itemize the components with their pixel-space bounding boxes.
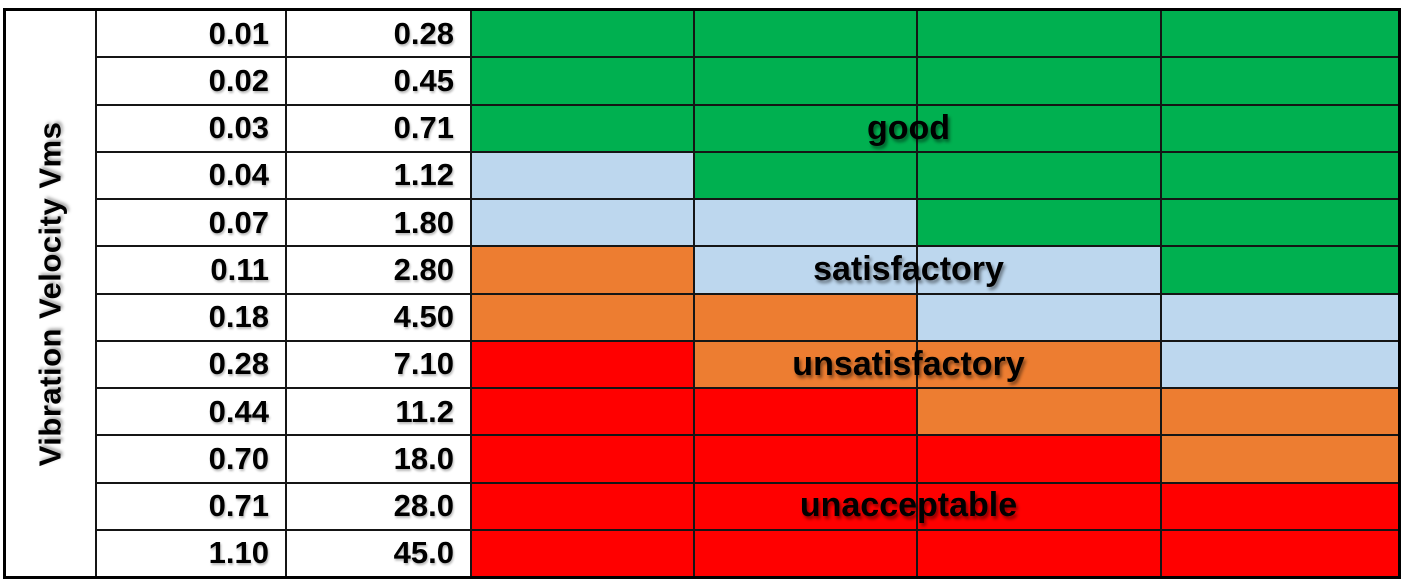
zone-cell: [1162, 105, 1398, 151]
zone-cell: [472, 294, 693, 340]
zone-cell: [695, 11, 916, 57]
zone-cell: [472, 152, 693, 198]
zone-cell: [1162, 247, 1398, 293]
velocity-value-1: 0.01: [97, 11, 285, 57]
velocity-value-1: 0.07: [97, 200, 285, 246]
velocity-value-1: 0.04: [97, 152, 285, 198]
zone-cell: [1162, 58, 1398, 104]
zone-cell: [918, 483, 1160, 529]
zone-cell: [918, 152, 1160, 198]
zone-cell: [1162, 294, 1398, 340]
zone-cell: [918, 11, 1160, 57]
zone-cell: [472, 11, 693, 57]
velocity-value-2: 2.80: [287, 247, 470, 293]
zone-cell: [918, 247, 1160, 293]
velocity-value-2: 0.28: [287, 11, 470, 57]
zone-cell: [918, 436, 1160, 482]
zone-cell: [1162, 152, 1398, 198]
y-axis-label: Vibration Velocity Vms: [32, 121, 68, 466]
zone-cell: [695, 341, 916, 387]
y-axis-label-cell: Vibration Velocity Vms: [6, 11, 95, 576]
zone-cell: [472, 105, 693, 151]
velocity-value-1: 0.28: [97, 341, 285, 387]
velocity-value-1: 0.02: [97, 58, 285, 104]
zone-cell: [695, 152, 916, 198]
velocity-value-2: 4.50: [287, 294, 470, 340]
velocity-value-1: 0.03: [97, 105, 285, 151]
zone-cell: [1162, 530, 1398, 576]
velocity-value-2: 45.0: [287, 530, 470, 576]
velocity-value-2: 11.2: [287, 389, 470, 435]
zone-cell: [1162, 341, 1398, 387]
zone-cell: [918, 389, 1160, 435]
zone-cell: [472, 389, 693, 435]
zone-cell: [472, 341, 693, 387]
velocity-value-1: 1.10: [97, 530, 285, 576]
zone-cell: [472, 483, 693, 529]
velocity-value-1: 0.44: [97, 389, 285, 435]
severity-table: Vibration Velocity Vms 0.01 0.28 0.02 0.…: [3, 8, 1401, 579]
zone-cell: [472, 436, 693, 482]
zone-cell: [695, 58, 916, 104]
zone-cell: [918, 294, 1160, 340]
zone-cell: [695, 530, 916, 576]
velocity-value-1: 0.70: [97, 436, 285, 482]
velocity-value-1: 0.18: [97, 294, 285, 340]
zone-cell: [472, 247, 693, 293]
zone-cell: [472, 530, 693, 576]
zone-cell: [918, 58, 1160, 104]
zone-cell: [695, 436, 916, 482]
zone-cell: [1162, 200, 1398, 246]
velocity-value-2: 0.71: [287, 105, 470, 151]
zone-cell: [695, 294, 916, 340]
zone-cell: [1162, 11, 1398, 57]
velocity-value-2: 0.45: [287, 58, 470, 104]
velocity-value-2: 28.0: [287, 483, 470, 529]
zone-cell: [1162, 436, 1398, 482]
zone-cell: [1162, 483, 1398, 529]
zone-cell: [472, 58, 693, 104]
velocity-value-2: 1.80: [287, 200, 470, 246]
zone-cell: [695, 389, 916, 435]
zone-cell: [918, 200, 1160, 246]
velocity-value-2: 7.10: [287, 341, 470, 387]
velocity-value-1: 0.11: [97, 247, 285, 293]
zone-cell: [695, 247, 916, 293]
zone-cell: [918, 105, 1160, 151]
zone-cell: [1162, 389, 1398, 435]
velocity-value-1: 0.71: [97, 483, 285, 529]
velocity-value-2: 18.0: [287, 436, 470, 482]
velocity-value-2: 1.12: [287, 152, 470, 198]
zone-cell: [918, 341, 1160, 387]
zone-cell: [695, 200, 916, 246]
zone-cell: [918, 530, 1160, 576]
zone-cell: [695, 105, 916, 151]
zone-cell: [695, 483, 916, 529]
zone-cell: [472, 200, 693, 246]
